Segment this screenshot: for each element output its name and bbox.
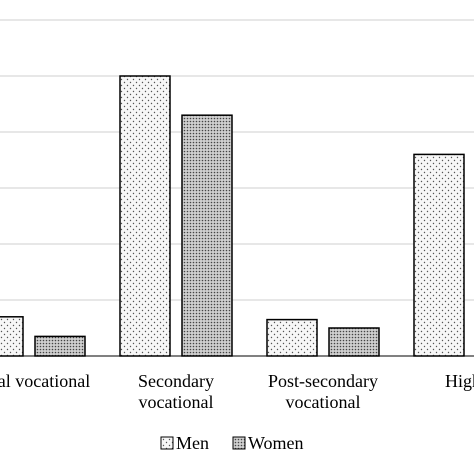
x-tick-label: Secondary bbox=[138, 371, 214, 391]
bars bbox=[0, 75, 465, 357]
x-tick-labels: Initial vocationalSecondaryvocationalPos… bbox=[0, 371, 474, 412]
bar-men-3 bbox=[413, 153, 465, 357]
bar-women-1 bbox=[181, 114, 233, 357]
x-tick-label: Higher bbox=[445, 371, 474, 391]
legend-label-men: Men bbox=[176, 433, 209, 453]
bar-men-1 bbox=[119, 75, 171, 357]
bar-men-2 bbox=[266, 318, 318, 357]
legend-swatch-men bbox=[160, 436, 174, 450]
x-tick-label: vocational bbox=[286, 392, 361, 412]
bar-women-0 bbox=[34, 335, 86, 357]
gridlines bbox=[0, 19, 474, 357]
x-tick-label: Initial vocational bbox=[0, 371, 90, 391]
bar-men-0 bbox=[0, 316, 24, 357]
bar-women-2 bbox=[328, 327, 380, 357]
legend-swatch-women bbox=[232, 436, 246, 450]
legend: Men Women bbox=[160, 433, 304, 453]
legend-label-women: Women bbox=[248, 433, 304, 453]
x-tick-label: vocational bbox=[139, 392, 214, 412]
x-tick-label: Post-secondary bbox=[268, 371, 378, 391]
